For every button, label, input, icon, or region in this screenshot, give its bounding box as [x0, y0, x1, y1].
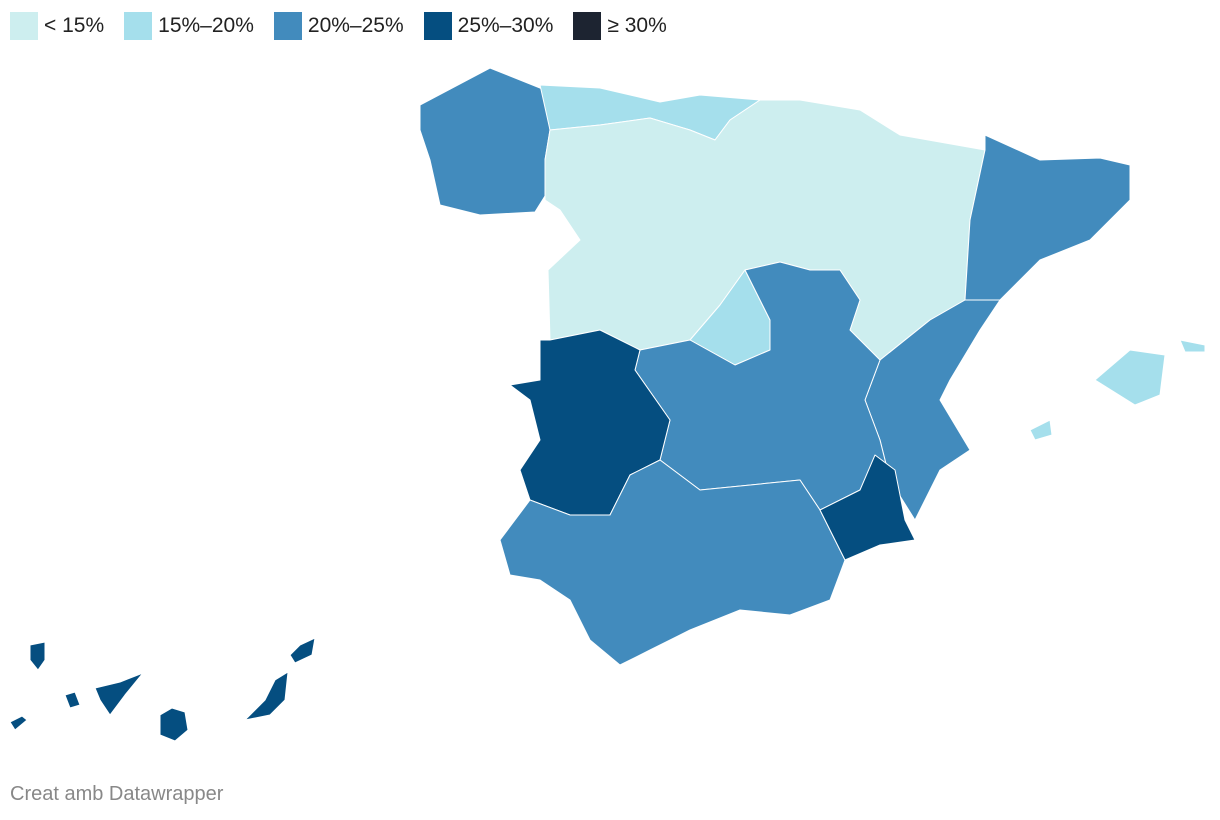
- region: [159, 707, 189, 742]
- legend-swatch: [273, 12, 302, 40]
- legend-item: 20%–25%: [273, 12, 404, 40]
- footer: Creat amb Datawrapper: [10, 783, 224, 805]
- region: [819, 454, 916, 561]
- region: [1029, 419, 1053, 441]
- region: [244, 671, 289, 721]
- legend-label: 25%–30%: [457, 14, 554, 37]
- legend: < 15% 15%–20% 20%–25% 25%–30% ≥ 30%: [10, 12, 667, 40]
- legend-swatch: [573, 12, 602, 40]
- region: [94, 672, 144, 716]
- legend-label: ≥ 30%: [607, 14, 667, 37]
- legend-swatch: [10, 12, 38, 40]
- region: [29, 641, 46, 671]
- legend-item: 25%–30%: [423, 12, 554, 40]
- region: [289, 637, 316, 664]
- region: [1094, 349, 1166, 406]
- region: [499, 459, 846, 666]
- legend-item: < 15%: [10, 12, 104, 40]
- region: [1179, 339, 1206, 353]
- legend-swatch: [423, 12, 452, 40]
- legend-label: < 15%: [44, 14, 105, 37]
- region: [419, 67, 556, 216]
- legend-item: 15%–20%: [124, 12, 254, 40]
- legend-label: 20%–25%: [307, 14, 404, 37]
- region: [64, 691, 81, 709]
- legend-swatch: [124, 12, 153, 40]
- region: [964, 134, 1131, 301]
- legend-label: 15%–20%: [158, 14, 254, 37]
- legend-item: ≥ 30%: [573, 12, 667, 40]
- region: [9, 715, 28, 731]
